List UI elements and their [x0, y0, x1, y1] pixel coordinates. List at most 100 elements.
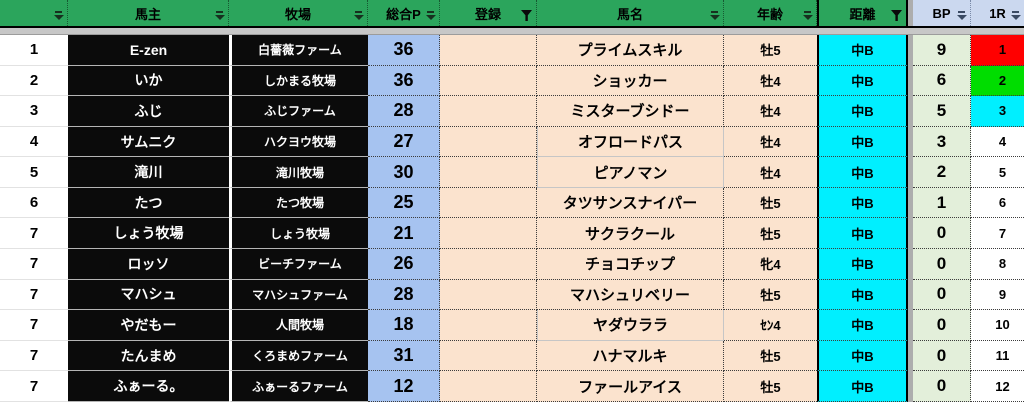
filter-dropdown-icon[interactable]	[353, 11, 364, 21]
owner-cell[interactable]: いか	[68, 65, 229, 97]
farm-cell[interactable]: ふぁーるファーム	[229, 371, 368, 402]
owner-cell[interactable]: サムニク	[68, 126, 229, 158]
owner-cell[interactable]: たんまめ	[68, 340, 229, 372]
distance-cell[interactable]: 中B	[817, 340, 908, 372]
horse-name-cell[interactable]: プライムスキル	[537, 35, 724, 66]
distance-cell[interactable]: 中B	[817, 218, 908, 250]
owner-cell[interactable]: しょう牧場	[68, 218, 229, 250]
registration-cell[interactable]	[440, 371, 537, 402]
horse-name-cell[interactable]: ショッカー	[537, 65, 724, 97]
farm-cell[interactable]: 白薔薇ファーム	[229, 35, 368, 66]
distance-cell[interactable]: 中B	[817, 310, 908, 341]
filter-dropdown-icon[interactable]	[53, 11, 64, 21]
registration-cell[interactable]	[440, 96, 537, 127]
r1-cell[interactable]: 8	[971, 249, 1024, 280]
header-farm[interactable]: 牧場	[229, 0, 368, 26]
farm-cell[interactable]: しかまる牧場	[229, 65, 368, 97]
r1-cell[interactable]: 7	[971, 218, 1024, 250]
farm-cell[interactable]: ふじファーム	[229, 96, 368, 127]
farm-cell[interactable]: マハシュファーム	[229, 279, 368, 311]
owner-cell[interactable]: ロッソ	[68, 249, 229, 280]
registration-cell[interactable]	[440, 65, 537, 97]
farm-cell[interactable]: たつ牧場	[229, 187, 368, 219]
registration-cell[interactable]	[440, 310, 537, 341]
filter-dropdown-icon[interactable]	[709, 11, 720, 21]
distance-cell[interactable]: 中B	[817, 96, 908, 127]
filter-dropdown-icon[interactable]	[802, 11, 813, 21]
rank-cell[interactable]: 2	[0, 65, 68, 97]
r1-cell[interactable]: 1	[971, 35, 1024, 66]
total-points-cell[interactable]: 27	[368, 126, 440, 158]
total-points-cell[interactable]: 28	[368, 96, 440, 127]
horse-name-cell[interactable]: マハシュリベリー	[537, 279, 724, 311]
horse-name-cell[interactable]: サクラクール	[537, 218, 724, 250]
horse-name-cell[interactable]: オフロードパス	[537, 126, 724, 158]
filter-funnel-icon[interactable]	[891, 10, 902, 21]
farm-cell[interactable]: 滝川牧場	[229, 157, 368, 188]
age-cell[interactable]: 牡5	[724, 340, 817, 372]
filter-dropdown-icon[interactable]	[1010, 11, 1021, 21]
registration-cell[interactable]	[440, 126, 537, 158]
bp-cell[interactable]: 3	[913, 126, 971, 158]
farm-cell[interactable]: 人間牧場	[229, 310, 368, 341]
age-cell[interactable]: 牡5	[724, 187, 817, 219]
header-bp[interactable]: BP	[913, 0, 971, 26]
age-cell[interactable]: 牡4	[724, 157, 817, 188]
age-cell[interactable]: 牡4	[724, 65, 817, 97]
owner-cell[interactable]: やだもー	[68, 310, 229, 341]
bp-cell[interactable]: 0	[913, 310, 971, 341]
horse-name-cell[interactable]: ピアノマン	[537, 157, 724, 188]
bp-cell[interactable]: 1	[913, 187, 971, 219]
total-points-cell[interactable]: 28	[368, 279, 440, 311]
distance-cell[interactable]: 中B	[817, 157, 908, 188]
bp-cell[interactable]: 0	[913, 371, 971, 402]
rank-cell[interactable]: 5	[0, 157, 68, 188]
horse-name-cell[interactable]: ファールアイス	[537, 371, 724, 402]
rank-cell[interactable]: 6	[0, 187, 68, 219]
bp-cell[interactable]: 2	[913, 157, 971, 188]
r1-cell[interactable]: 2	[971, 65, 1024, 97]
header-horse-name[interactable]: 馬名	[537, 0, 724, 26]
distance-cell[interactable]: 中B	[817, 249, 908, 280]
rank-cell[interactable]: 7	[0, 218, 68, 250]
age-cell[interactable]: 牡5	[724, 35, 817, 66]
bp-cell[interactable]: 6	[913, 65, 971, 97]
r1-cell[interactable]: 4	[971, 126, 1024, 158]
age-cell[interactable]: ｾﾝ4	[724, 310, 817, 341]
r1-cell[interactable]: 6	[971, 187, 1024, 219]
rank-cell[interactable]: 7	[0, 249, 68, 280]
header-rank[interactable]	[0, 0, 68, 26]
r1-cell[interactable]: 12	[971, 371, 1024, 402]
distance-cell[interactable]: 中B	[817, 371, 908, 402]
total-points-cell[interactable]: 12	[368, 371, 440, 402]
owner-cell[interactable]: マハシュ	[68, 279, 229, 311]
r1-cell[interactable]: 9	[971, 279, 1024, 311]
total-points-cell[interactable]: 25	[368, 187, 440, 219]
age-cell[interactable]: 牡4	[724, 126, 817, 158]
farm-cell[interactable]: しょう牧場	[229, 218, 368, 250]
rank-cell[interactable]: 7	[0, 340, 68, 372]
header-r1[interactable]: 1R	[971, 0, 1024, 26]
total-points-cell[interactable]: 26	[368, 249, 440, 280]
farm-cell[interactable]: くろまめファーム	[229, 340, 368, 372]
rank-cell[interactable]: 4	[0, 126, 68, 158]
distance-cell[interactable]: 中B	[817, 126, 908, 158]
total-points-cell[interactable]: 36	[368, 65, 440, 97]
rank-cell[interactable]: 7	[0, 310, 68, 341]
owner-cell[interactable]: たつ	[68, 187, 229, 219]
total-points-cell[interactable]: 36	[368, 35, 440, 66]
farm-cell[interactable]: ハクヨウ牧場	[229, 126, 368, 158]
filter-dropdown-icon[interactable]	[425, 11, 436, 21]
owner-cell[interactable]: 滝川	[68, 157, 229, 188]
age-cell[interactable]: 牡5	[724, 218, 817, 250]
registration-cell[interactable]	[440, 340, 537, 372]
r1-cell[interactable]: 3	[971, 96, 1024, 127]
bp-cell[interactable]: 0	[913, 340, 971, 372]
rank-cell[interactable]: 7	[0, 279, 68, 311]
header-total-points[interactable]: 総合P	[368, 0, 440, 26]
owner-cell[interactable]: E-zen	[68, 35, 229, 66]
total-points-cell[interactable]: 30	[368, 157, 440, 188]
header-distance[interactable]: 距離	[817, 0, 908, 26]
filter-funnel-icon[interactable]	[521, 10, 532, 21]
total-points-cell[interactable]: 21	[368, 218, 440, 250]
